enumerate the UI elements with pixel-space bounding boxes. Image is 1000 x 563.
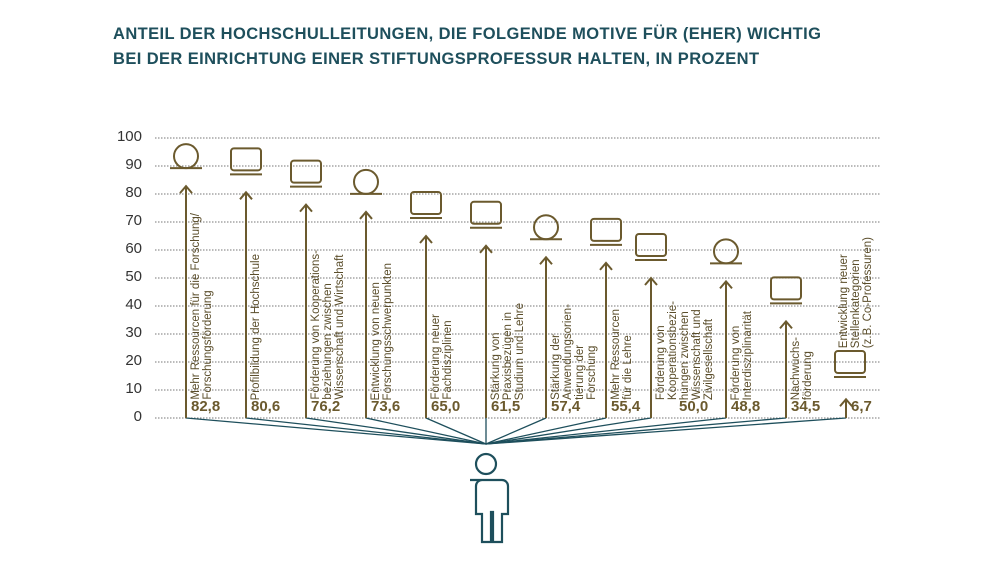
y-tick-label: 0: [133, 408, 142, 425]
title-line-1: ANTEIL DER HOCHSCHULLEITUNGEN, DIE FOLGE…: [113, 25, 822, 43]
connector-line: [425, 417, 487, 445]
y-tick-label: 70: [125, 212, 142, 229]
value-label: 65,0: [431, 398, 461, 415]
arrow-head: [179, 184, 193, 194]
connector-line: [485, 417, 787, 445]
y-tick-label: 10: [125, 380, 142, 397]
arrow-head: [599, 261, 613, 271]
category-label: Nachwuchs- förderung: [790, 336, 814, 400]
arrow-head: [839, 397, 853, 407]
arrow-head: [539, 255, 553, 265]
connector-line: [185, 417, 487, 445]
y-tick-label: 20: [125, 352, 142, 369]
lectern-icon: [590, 217, 622, 246]
category-label: Förderung von Kooperationsbezie- hungen …: [655, 300, 715, 400]
microscope-icon: [170, 143, 202, 170]
arrow-head: [479, 244, 493, 254]
connector-line: [485, 417, 652, 445]
connector-line: [485, 417, 727, 445]
y-tick-label: 90: [125, 156, 142, 173]
category-label: Stärkung von Praxisbezügen in Studium un…: [490, 302, 526, 400]
y-tick-label: 40: [125, 296, 142, 313]
value-label: 61,5: [491, 398, 521, 415]
arrow-head: [239, 190, 253, 200]
value-label: 80,6: [251, 398, 281, 415]
discussion-icon: [710, 238, 742, 265]
connector-line: [365, 417, 487, 445]
handshake-home-icon: [635, 233, 667, 261]
value-label: 6,7: [851, 398, 872, 415]
arrow-head: [644, 276, 658, 286]
connector-line: [485, 417, 607, 445]
mentoring-icon: [770, 276, 802, 305]
y-tick-label: 60: [125, 240, 142, 257]
brain-gear-icon: [470, 200, 502, 229]
arrow-head: [359, 210, 373, 220]
calendar-icon: [410, 191, 442, 219]
value-label: 34,5: [791, 398, 821, 415]
value-label: 76,2: [311, 398, 341, 415]
arrow-head: [419, 234, 433, 244]
connector-line: [485, 417, 547, 445]
y-tick-label: 30: [125, 324, 142, 341]
category-label: Entwicklung neuer Stellenkategorien (z.B…: [838, 236, 874, 348]
connector-line: [485, 417, 847, 445]
value-label: 55,4: [611, 398, 641, 415]
value-label: 57,4: [551, 398, 581, 415]
y-tick-label: 50: [125, 268, 142, 285]
y-tick-label: 100: [116, 128, 142, 145]
arrow-head: [779, 319, 793, 330]
category-label: Stärkung der Anwendungsorien- tierung de…: [550, 304, 598, 400]
category-label: Mehr Ressourcen für die Lehre: [610, 309, 634, 400]
person-icon: [470, 452, 510, 544]
y-tick-label: 80: [125, 184, 142, 201]
category-label: Förderung neuer Fachdisziplinen: [430, 314, 454, 400]
value-label: 82,8: [191, 398, 221, 415]
value-label: 73,6: [371, 398, 401, 415]
category-label: Mehr Ressourcen für die Forschung/ Forsc…: [190, 213, 214, 400]
connector-line: [245, 417, 487, 445]
arrow-head: [299, 203, 313, 213]
category-label: Profilbildung der Hochschule: [250, 253, 262, 400]
value-label: 50,0: [679, 398, 709, 415]
university-building-icon: [230, 147, 262, 176]
value-label: 48,8: [731, 398, 761, 415]
title-line-2: BEI DER EINRICHTUNG EINER STIFTUNGSPROFE…: [113, 50, 760, 68]
chart-title: ANTEIL DER HOCHSCHULLEITUNGEN, DIE FOLGE…: [113, 22, 821, 72]
lightbulb-icon: [350, 168, 382, 195]
presenter-icon: [530, 214, 562, 241]
category-label: Förderung von Kooperations- beziehungen …: [310, 250, 346, 400]
connector-line: [305, 417, 487, 445]
category-label: Entwicklung von neuen Forschungsschwerpu…: [370, 262, 394, 400]
arrow-head: [719, 279, 733, 290]
teacher-icon: [834, 350, 866, 378]
handshake-chart-icon: [290, 159, 322, 188]
category-label: Förderung von Interdisziplinarität: [730, 310, 754, 400]
